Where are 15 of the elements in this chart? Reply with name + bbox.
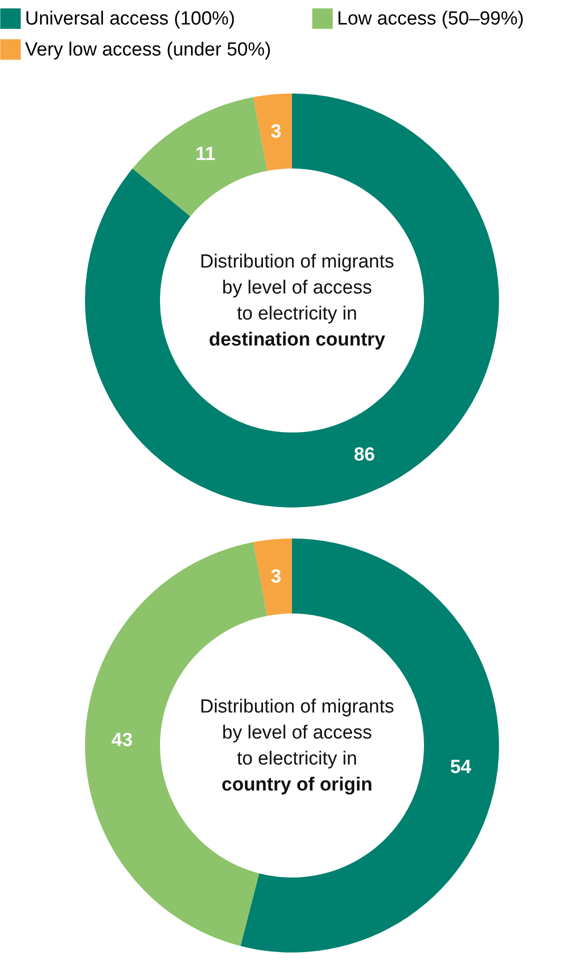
donut-slice (85, 94, 499, 508)
data-label: 54 (450, 756, 472, 778)
data-label: 43 (112, 730, 133, 752)
legend-label: Low access (50–99%) (337, 8, 524, 30)
legend-label: Universal access (100%) (25, 8, 236, 30)
donut-slice (253, 538, 292, 616)
donut-slice (132, 97, 268, 216)
text: country of origin (222, 774, 372, 796)
data-label: 86 (354, 444, 375, 466)
data-label: 11 (195, 144, 216, 166)
data-label: 3 (270, 121, 282, 142)
donut-slice (253, 94, 292, 171)
text: destination country (208, 330, 386, 350)
data-label: 3 (270, 566, 282, 588)
legend-label: Very low access (under 50%) (25, 40, 272, 60)
